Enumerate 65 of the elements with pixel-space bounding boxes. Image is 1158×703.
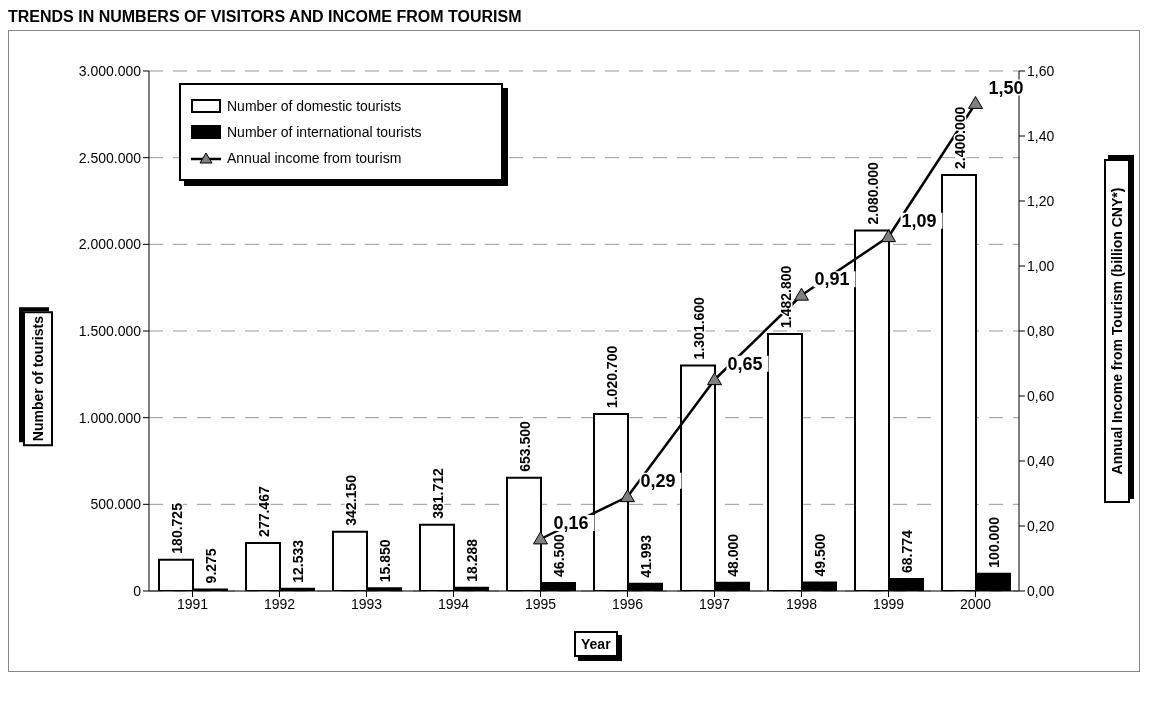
data-label: 1,09 (901, 210, 937, 231)
x-tick-label: 1995 (524, 595, 557, 612)
y-tick-label: 2.500.000 (78, 149, 142, 166)
data-label: 342.150 (343, 474, 359, 526)
y2-tick-label: 1,40 (1027, 127, 1055, 144)
y2-tick-label: 1,00 (1027, 257, 1055, 274)
y-tick-label: 0 (133, 582, 142, 599)
x-tick-label: 1998 (785, 595, 818, 612)
data-label: 18.288 (464, 538, 480, 582)
y2-tick-label: 0,00 (1027, 582, 1055, 599)
data-label: 2.080.000 (865, 161, 881, 225)
y2-tick-label: 0,80 (1027, 322, 1055, 339)
data-label: 9.275 (203, 548, 219, 584)
x-tick-label: 1999 (872, 595, 905, 612)
y2-tick-label: 1,60 (1027, 62, 1055, 79)
x-tick-label: 1991 (176, 595, 209, 612)
y-tick-label: 2.000.000 (78, 236, 142, 253)
data-label: 1.301.600 (691, 296, 707, 360)
x-axis-title: Year (574, 631, 618, 657)
point (533, 531, 548, 545)
data-label: 1.482.800 (778, 265, 794, 328)
point (620, 489, 635, 503)
y2-axis-title: Annual Income from Tourism (billion CNY*) (1104, 159, 1130, 503)
data-label: 0,91 (814, 269, 850, 290)
x-tick-label: 2000 (959, 595, 992, 612)
data-label: 0,65 (727, 353, 763, 374)
x-tick-label: 1993 (350, 595, 383, 612)
x-tick-label: 1994 (437, 595, 470, 612)
data-label: 49.500 (812, 533, 828, 577)
data-label: 277.467 (256, 486, 272, 537)
data-label: 180.725 (169, 502, 185, 554)
y2-tick-label: 0,60 (1027, 387, 1055, 404)
data-label: 48.000 (725, 533, 741, 577)
y-tick-label: 3.000.000 (78, 62, 142, 79)
x-tick-label: 1997 (698, 595, 731, 612)
data-label: 46.500 (551, 533, 567, 577)
data-label: 0,29 (640, 470, 676, 491)
y2-tick-label: 0,40 (1027, 452, 1055, 469)
data-label: 2.400.000 (952, 106, 968, 169)
y2-tick-label: 0,20 (1027, 517, 1055, 534)
legend-label: Number of domestic tourists (227, 97, 402, 116)
point (794, 287, 809, 301)
chart-title: TRENDS IN NUMBERS OF VISITORS AND INCOME FROM TOURISM (8, 8, 523, 26)
x-tick-label: 1996 (611, 595, 644, 612)
point (881, 229, 896, 243)
y2-tick-label: 1,20 (1027, 192, 1055, 209)
y-axis-title: Number of tourists (23, 311, 53, 447)
legend-label: Annual income from tourism (227, 149, 402, 168)
data-label: 12.533 (290, 539, 306, 583)
data-label: 1.020.700 (604, 345, 620, 409)
data-label: 100.000 (986, 516, 1002, 568)
point (707, 372, 722, 386)
data-label: 653.500 (517, 420, 533, 472)
data-label: 1,50 (988, 77, 1024, 98)
data-label: 68.774 (899, 530, 915, 574)
data-label: 41.993 (638, 534, 654, 578)
legend-label: Number of international tourists (227, 123, 422, 142)
y-tick-label: 1.500.000 (78, 322, 142, 339)
data-label: 15.850 (377, 539, 393, 583)
x-tick-label: 1992 (263, 595, 296, 612)
y-tick-label: 500.000 (90, 496, 142, 513)
data-label: 0,16 (553, 513, 589, 533)
data-label: 381.712 (430, 468, 446, 519)
y-tick-label: 1.000.000 (78, 409, 142, 426)
point (968, 96, 983, 109)
